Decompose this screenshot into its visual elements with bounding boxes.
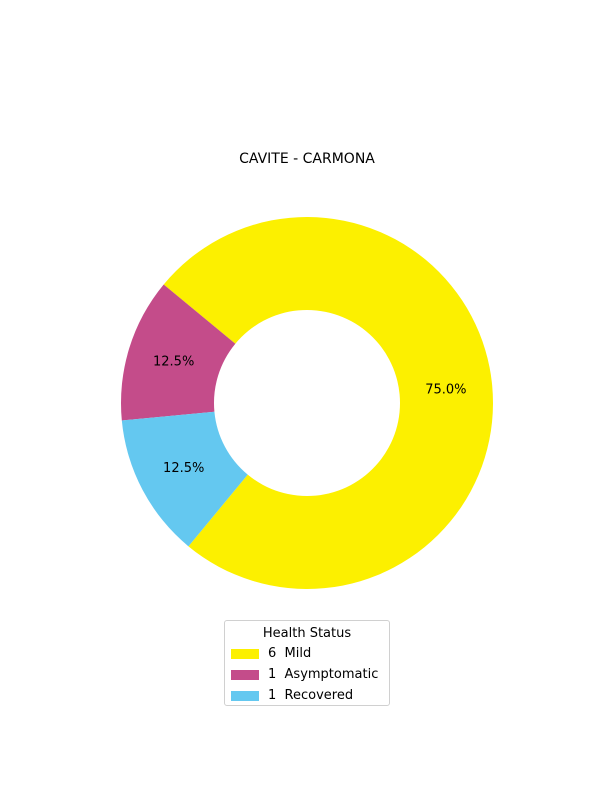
slices-layer: [121, 217, 493, 589]
slice-asymptomatic: [121, 284, 236, 421]
slice-label-asymptomatic: 12.5%: [153, 354, 194, 369]
slice-recovered: [121, 411, 248, 547]
legend-item-recovered: 1 Recovered: [231, 687, 353, 704]
legend-swatch-mild: [231, 648, 259, 659]
legend-swatch-recovered: [231, 690, 259, 701]
legend-label-asymptomatic: 1 Asymptomatic: [268, 667, 379, 682]
chart-title: CAVITE - CARMONA: [239, 151, 375, 167]
legend: Health Status 6 Mild 1 Asymptomatic 1 Re…: [224, 620, 390, 706]
slice-label-mild: 75.0%: [425, 382, 466, 397]
legend-item-asymptomatic: 1 Asymptomatic: [231, 666, 378, 683]
legend-title: Health Status: [262, 626, 352, 641]
slice-mild: [163, 217, 493, 589]
slice-label-recovered: 12.5%: [163, 461, 204, 476]
legend-item-mild: 6 Mild: [231, 645, 311, 662]
labels-layer: 75.0% 12.5% 12.5%: [153, 354, 467, 475]
legend-swatch-asymptomatic: [231, 669, 259, 680]
legend-label-recovered: 1 Recovered: [268, 688, 354, 703]
legend-label-mild: 6 Mild: [268, 646, 312, 661]
